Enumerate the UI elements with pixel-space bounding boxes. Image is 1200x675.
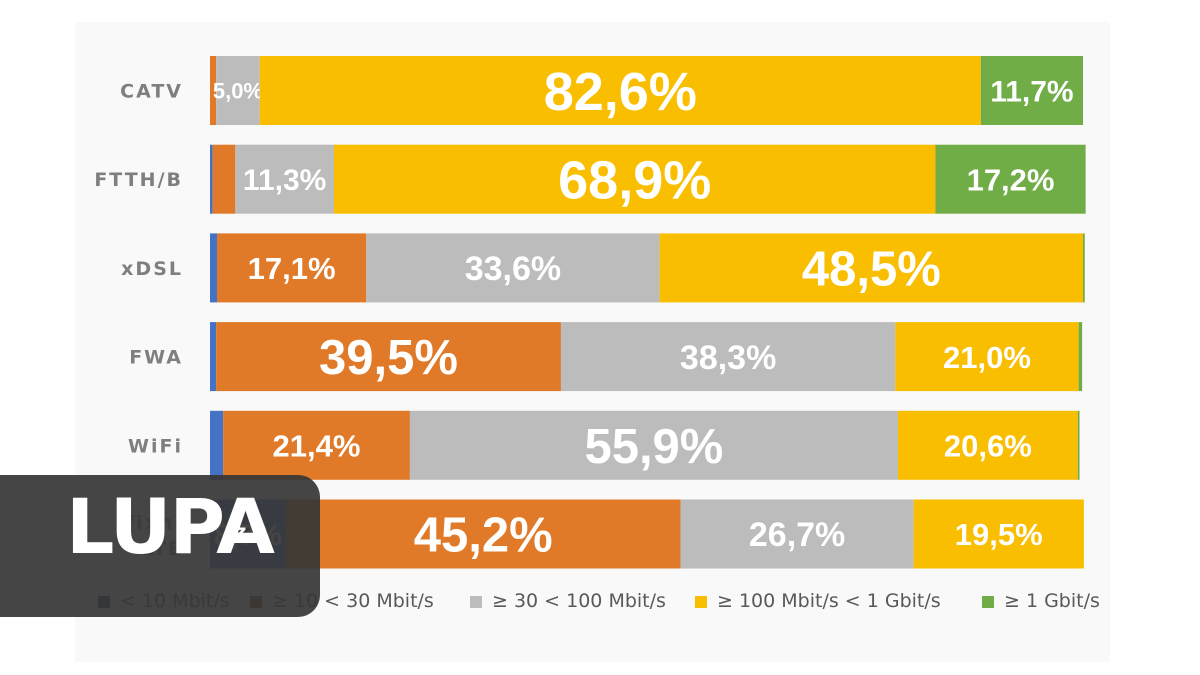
category-label-fwa: FWA [129, 347, 183, 369]
bar-ftth-b-series-5 [935, 144, 1086, 214]
bar-catv-series-4 [259, 56, 981, 125]
legend-swatch-4 [695, 596, 707, 608]
bar-wifi-series-4 [897, 410, 1078, 480]
bar-xdsl-series-4 [659, 233, 1083, 303]
data-label-ftth-b-series-5: 17,2% [967, 162, 1055, 197]
data-label-fwa-series-2: 39,5% [319, 331, 458, 385]
bar-ftth-b-series-4 [333, 144, 936, 214]
data-label-wifi-series-3: 55,9% [584, 420, 723, 474]
bar-fwa-series-2 [216, 322, 561, 392]
bar-fwa-series-1 [210, 322, 217, 392]
bar-xdsl-series-5 [1083, 233, 1085, 303]
bar-wifi-series-1 [210, 410, 224, 480]
logo-suffix: cz [224, 521, 247, 543]
legend-label-3: ≥ 30 < 100 Mbit/s [492, 590, 666, 612]
category-label-xdsl: xDSL [121, 258, 183, 280]
bar-xdsl-series-2 [216, 233, 367, 303]
data-label-fixn-lte-series-3: 26,7% [749, 516, 845, 554]
data-label-fixn-lte-series-4: 19,5% [955, 517, 1043, 552]
bar-xdsl-series-1 [210, 233, 217, 303]
data-label-fwa-series-3: 38,3% [680, 339, 776, 377]
data-label-fixn-lte-series-2: 45,2% [414, 509, 553, 563]
bar-fixn-lte-series-2 [285, 499, 681, 569]
bar-fwa-series-4 [895, 322, 1079, 392]
data-label-xdsl-series-4: 48,5% [802, 243, 941, 297]
bar-ftth-b-series-2 [212, 144, 236, 214]
bar-catv-series-3 [216, 56, 260, 125]
category-label-catv: CATV [120, 81, 183, 103]
data-label-xdsl-series-2: 17,1% [248, 251, 336, 286]
bar-catv-series-5 [980, 56, 1083, 125]
bar-fixn-lte-series-4 [913, 499, 1084, 569]
legend-label-4: ≥ 100 Mbit/s < 1 Gbit/s [717, 590, 941, 612]
category-label-ftth-b: FTTH/B [94, 169, 183, 191]
bar-xdsl-series-3 [366, 233, 660, 303]
legend-swatch-5 [982, 596, 994, 608]
data-label-ftth-b-series-4: 68,9% [558, 151, 711, 211]
data-label-xdsl-series-3: 33,6% [465, 250, 561, 288]
bar-fwa-series-3 [560, 322, 896, 392]
data-label-catv-series-5: 11,7% [990, 75, 1073, 108]
bar-wifi-series-3 [409, 410, 898, 480]
data-label-catv-series-3: 5,0% [213, 78, 263, 103]
bar-ftth-b-series-3 [235, 144, 334, 214]
lupa-logo-overlay: LUPA cz [0, 475, 320, 617]
logo-text: LUPA [66, 482, 275, 571]
bar-catv-series-2 [210, 56, 217, 125]
bar-fixn-lte-series-3 [680, 499, 914, 569]
legend-swatch-3 [470, 596, 482, 608]
legend-label-5: ≥ 1 Gbit/s [1004, 590, 1100, 612]
data-label-catv-series-4: 82,6% [544, 62, 697, 122]
data-label-ftth-b-series-3: 11,3% [243, 164, 326, 197]
data-label-fwa-series-4: 21,0% [943, 340, 1031, 375]
data-label-wifi-series-4: 20,6% [944, 428, 1032, 463]
bar-wifi-series-2 [223, 410, 410, 480]
data-label-wifi-series-2: 21,4% [273, 428, 361, 463]
category-label-wifi: WiFi [128, 435, 183, 457]
bar-wifi-series-5 [1077, 410, 1080, 480]
bar-ftth-b-series-1 [210, 144, 213, 214]
bar-fwa-series-5 [1078, 322, 1083, 392]
